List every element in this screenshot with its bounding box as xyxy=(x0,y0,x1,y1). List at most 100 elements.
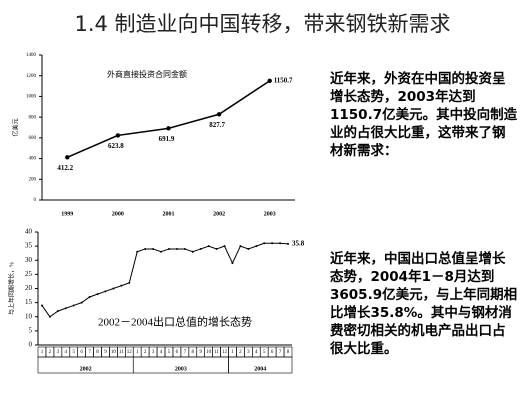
data-point xyxy=(267,78,272,84)
chart-title: 2002－2004出口总值的增长态势 xyxy=(98,315,252,329)
x-tick-label: 8 xyxy=(287,350,290,355)
data-point xyxy=(166,126,171,131)
y-tick-label: 15 xyxy=(25,298,33,306)
chart-title: 外商直接投资合同金额 xyxy=(107,69,187,79)
data-label: 691.9 xyxy=(159,135,175,143)
data-label: 827.7 xyxy=(209,121,225,129)
data-point xyxy=(65,155,70,160)
data-point xyxy=(287,242,290,245)
x-tick-label: 3 xyxy=(152,350,155,355)
x-tick-label: 1 xyxy=(136,350,139,355)
x-tick-label: 2003 xyxy=(264,211,276,217)
data-point xyxy=(167,247,170,250)
y-tick-label: 1000 xyxy=(26,95,37,100)
x-tick-label: 11 xyxy=(119,350,124,355)
x-tick-label: 7 xyxy=(88,350,91,355)
year-label: 2004 xyxy=(254,366,266,372)
data-point xyxy=(48,315,51,318)
y-tick-label: 5 xyxy=(29,326,33,334)
y-axis-label: 与上年同期增长，% xyxy=(7,262,15,315)
data-line xyxy=(41,242,289,318)
x-tick-label: 5 xyxy=(263,350,266,355)
year-label: 2002 xyxy=(80,366,92,372)
data-point xyxy=(96,293,99,296)
data-point xyxy=(223,245,226,248)
x-tick-label: 4 xyxy=(65,350,68,355)
x-tick-label: 10 xyxy=(111,350,117,355)
x-tick-label: 6 xyxy=(80,350,83,355)
x-tick-label: 5 xyxy=(168,350,171,355)
data-point xyxy=(160,250,163,253)
data-point xyxy=(255,245,258,248)
x-tick-label: 7 xyxy=(279,350,282,355)
data-point xyxy=(120,284,123,287)
data-point xyxy=(247,247,250,250)
data-point xyxy=(64,307,67,310)
x-tick-label: 2000 xyxy=(112,211,124,217)
slide-title: 1.4 制造业向中国转移，带来钢铁新需求 xyxy=(74,12,451,36)
x-tick-label: 12 xyxy=(222,350,228,355)
paragraph: 近年来，外资在中国的投资呈增长态势，2003年达到1150.7亿美元。其中投向制… xyxy=(330,71,518,159)
y-tick-label: 600 xyxy=(29,136,37,141)
x-tick-label: 3 xyxy=(247,350,250,355)
data-point xyxy=(216,112,222,117)
data-point xyxy=(88,295,91,298)
y-tick-label: 10 xyxy=(25,312,33,320)
data-line xyxy=(67,80,271,158)
x-tick-label: 7 xyxy=(184,350,187,355)
data-point xyxy=(191,250,194,253)
y-tick-label: 400 xyxy=(29,157,37,162)
data-point xyxy=(183,247,186,250)
x-tick-label: 1 xyxy=(231,350,234,355)
y-tick-label: 20 xyxy=(25,284,33,292)
year-label: 2003 xyxy=(175,366,187,372)
x-tick-label: 5 xyxy=(72,350,75,355)
x-tick-label: 2 xyxy=(49,350,52,355)
data-point xyxy=(263,242,266,245)
x-tick-label: 1 xyxy=(41,350,44,355)
data-point xyxy=(80,301,83,304)
data-point xyxy=(215,247,218,250)
x-tick-label: 8 xyxy=(96,350,99,355)
x-tick-label: 4 xyxy=(160,350,163,355)
data-label: 623.8 xyxy=(108,142,124,150)
x-tick-label: 8 xyxy=(192,350,195,355)
data-point xyxy=(144,247,147,250)
data-point xyxy=(239,245,242,248)
data-point xyxy=(104,290,107,293)
data-point xyxy=(128,281,131,284)
x-tick-label: 4 xyxy=(255,350,258,355)
x-tick-label: 10 xyxy=(206,350,212,355)
data-point xyxy=(112,287,115,290)
x-tick-label: 2 xyxy=(144,350,147,355)
x-tick-label: 6 xyxy=(271,350,274,355)
x-tick-label: 2002 xyxy=(213,211,225,217)
x-tick-label: 2 xyxy=(239,350,242,355)
data-point xyxy=(207,245,210,248)
y-tick-label: 30 xyxy=(25,256,33,264)
data-point xyxy=(199,247,202,250)
x-tick-label: 11 xyxy=(214,350,219,355)
x-tick-label: 9 xyxy=(104,350,107,355)
y-tick-label: 40 xyxy=(25,228,33,236)
y-tick-label: 1200 xyxy=(26,74,37,79)
data-point xyxy=(279,242,282,245)
data-point xyxy=(152,247,155,250)
y-tick-label: 0 xyxy=(34,198,37,203)
x-tick-label: 2001 xyxy=(163,211,175,217)
y-tick-label: 1400 xyxy=(26,53,37,58)
data-point xyxy=(56,310,59,313)
y-tick-label: 0 xyxy=(29,341,33,349)
data-label: 412.2 xyxy=(57,164,73,172)
data-point xyxy=(40,304,43,307)
y-axis-label: 亿美元 xyxy=(11,118,19,136)
data-point xyxy=(271,242,274,245)
x-tick-label: 6 xyxy=(176,350,179,355)
x-tick-label: 12 xyxy=(127,350,133,355)
data-point xyxy=(72,304,75,307)
data-point xyxy=(136,250,139,253)
y-tick-label: 800 xyxy=(29,115,37,120)
data-point xyxy=(115,133,121,138)
